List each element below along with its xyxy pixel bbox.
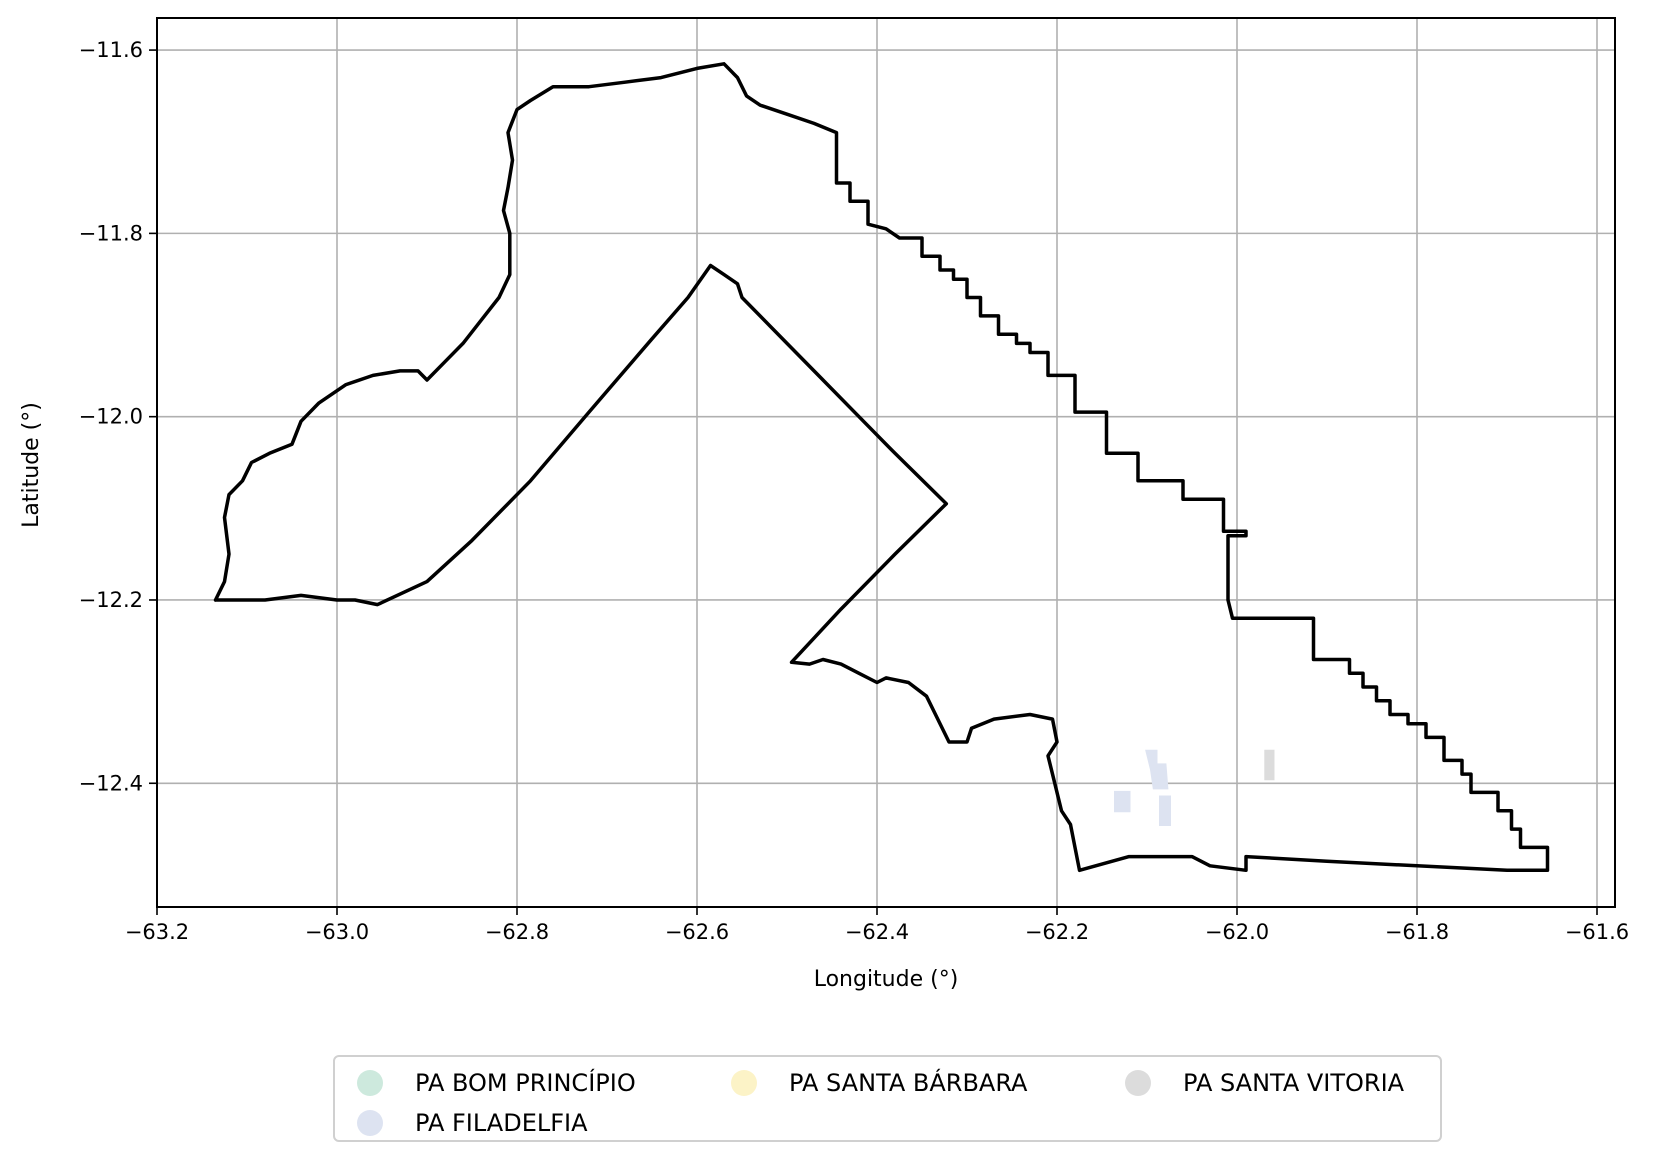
settlement-patch: [1266, 751, 1273, 779]
settlement-patch: [1147, 751, 1167, 788]
x-tick-label: −61.6: [1565, 920, 1629, 944]
x-tick-label: −63.2: [125, 920, 189, 944]
legend-marker: [731, 1070, 757, 1096]
x-tick-label: −63.0: [305, 920, 369, 944]
x-tick-label: −62.0: [1205, 920, 1269, 944]
legend: PA BOM PRINCÍPIO PA FILADELFIA PA SANTA …: [333, 1055, 1442, 1142]
grid: [157, 18, 1615, 907]
y-axis-label: Latitude (°): [19, 402, 44, 528]
x-tick-label: −61.8: [1385, 920, 1449, 944]
y-tick-label: −12.0: [79, 405, 143, 429]
legend-marker: [357, 1110, 383, 1136]
legend-label: PA BOM PRINCÍPIO: [415, 1069, 636, 1097]
y-tick-label: −11.6: [79, 38, 143, 62]
settlement-patch: [1116, 792, 1130, 810]
legend-item-santa-vitoria: PA SANTA VITORIA: [1125, 1069, 1404, 1097]
legend-label: PA SANTA BÁRBARA: [789, 1069, 1027, 1097]
x-tick-label: −62.6: [665, 920, 729, 944]
legend-label: PA FILADELFIA: [415, 1109, 588, 1137]
y-tick-label: −12.2: [79, 588, 143, 612]
boundary-line: [216, 64, 1548, 871]
x-axis-ticks: −63.2 −63.0 −62.8 −62.6 −62.4 −62.2 −62.0 −61.8…: [125, 907, 1629, 944]
municipality-boundary: [216, 64, 1548, 871]
plot-frame: [157, 18, 1615, 907]
x-tick-label: −62.2: [1025, 920, 1089, 944]
legend-marker: [357, 1070, 383, 1096]
y-axis-ticks: −11.6 −11.8 −12.0 −12.2 −12.4: [79, 38, 157, 795]
x-tick-label: −62.4: [845, 920, 909, 944]
y-tick-label: −11.8: [79, 221, 143, 245]
legend-item-filadelfia: PA FILADELFIA: [357, 1109, 588, 1137]
legend-item-santa-barbara: PA SANTA BÁRBARA: [731, 1069, 1027, 1097]
x-tick-label: −62.8: [485, 920, 549, 944]
settlement-patches: [1116, 751, 1274, 824]
legend-label: PA SANTA VITORIA: [1183, 1069, 1404, 1097]
legend-marker: [1125, 1070, 1151, 1096]
settlement-patch: [1161, 797, 1170, 825]
legend-item-bom-principio: PA BOM PRINCÍPIO: [357, 1069, 636, 1097]
y-tick-label: −12.4: [79, 771, 143, 795]
x-axis-label: Longitude (°): [814, 967, 959, 992]
